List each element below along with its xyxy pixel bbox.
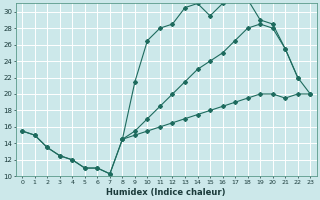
- X-axis label: Humidex (Indice chaleur): Humidex (Indice chaleur): [107, 188, 226, 197]
